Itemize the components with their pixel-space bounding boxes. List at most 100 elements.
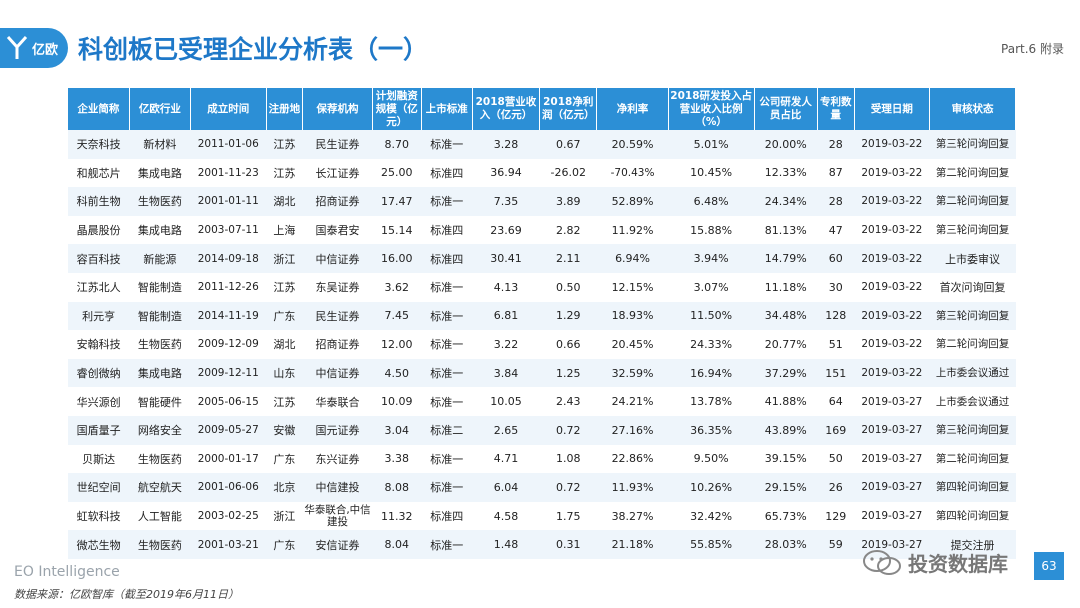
table-cell: 27.16% [596,415,669,445]
table-cell: 129 [817,501,855,531]
column-header: 亿欧行业 [129,88,192,130]
table-cell: 4.58 [472,501,540,531]
table-cell: 人工智能 [129,501,191,531]
logo-icon [6,35,28,59]
table-cell: 2019-03-27 [854,473,930,502]
table-cell: 贝斯达 [68,444,130,474]
table-body: 天奈科技 新材料 2011-01-06 江苏 民生证券 8.70 标准一 3.28 0.67 20… [68,130,1016,559]
table-cell: 浙江 [266,244,303,273]
table-cell: 上市委审议 [929,244,1016,273]
table-cell: 标准一 [421,387,473,416]
table-cell: 30 [817,272,855,302]
column-header: 受理日期 [854,88,931,130]
table-cell: 0.72 [539,473,597,502]
column-header: 企业简称 [68,88,130,130]
table-cell: 集成电路 [129,158,191,188]
table-cell: 3.28 [472,130,540,159]
table-cell: 2003-07-11 [190,215,267,245]
table-cell: 山东 [266,358,303,388]
table-cell: 38.27% [596,501,669,531]
table-cell: 2009-12-09 [190,330,267,359]
table-cell: 2001-11-23 [190,158,267,188]
table-cell: 2019-03-27 [854,501,930,531]
table-cell: 上市委会议通过 [929,387,1016,416]
table-cell: 0.31 [539,530,597,559]
table-cell: 1.48 [472,530,540,559]
table-cell: 江苏 [266,130,303,159]
table-cell: 12.15% [596,272,669,302]
table-cell: 第二轮问询回复 [929,330,1016,359]
table-cell: 52.89% [596,187,669,216]
column-header: 2018研发投入占营业收入比例（%） [668,88,755,130]
table-cell: 24.21% [596,387,669,416]
table-cell: 2019-03-27 [854,387,930,416]
table-cell: 浙江 [266,501,303,531]
table-cell: 55.85% [668,530,755,559]
table-cell: 26 [817,473,855,502]
table-cell: 4.50 [372,358,422,388]
table-cell: 国泰君安 [302,215,373,245]
table-cell: 世纪空间 [68,473,130,502]
table-cell: 65.73% [754,501,818,531]
column-header: 计划融资规模（亿元） [372,88,422,130]
table-cell: 11.18% [754,272,818,302]
table-cell: 2019-03-22 [854,272,930,302]
table-cell: 12.00 [372,330,422,359]
table-row: 天奈科技 新材料 2011-01-06 江苏 民生证券 8.70 标准一 3.28 0.67 20… [68,130,1016,159]
table-cell: 2019-03-27 [854,444,930,474]
page-title: 科创板已受理企业分析表（一） [78,35,429,64]
table-cell: 6.94% [596,244,669,273]
table-cell: 64 [817,387,855,416]
column-header: 审核状态 [929,88,1016,130]
table-cell: 长江证券 [302,158,373,188]
table-cell: 28.03% [754,530,818,559]
table-cell: -26.02 [539,158,597,188]
table-cell: 标准一 [421,358,473,388]
table-cell: 8.70 [372,130,422,159]
table-cell: 航空航天 [129,473,191,502]
table-cell: 36.94 [472,158,540,188]
table-cell: 9.50% [668,444,755,474]
table-cell: 37.29% [754,358,818,388]
table-cell: 3.89 [539,187,597,216]
table-cell: 2009-12-11 [190,358,267,388]
table-cell: 36.35% [668,415,755,445]
table-cell: 32.59% [596,358,669,388]
table-cell: 民生证券 [302,130,373,159]
brand-logo: 亿欧 [0,28,68,68]
table-cell: 32.42% [668,501,755,531]
table-header-row: 企业简称 亿欧行业 成立时间 注册地 保荐机构 计划融资规模（亿元） 上市标准 2018营业收… [68,88,1016,130]
table-cell: 集成电路 [129,358,191,388]
watermark: 投资数据库 [862,548,1008,577]
table-cell: 标准一 [421,130,473,159]
table-cell: 2019-03-22 [854,358,930,388]
wechat-icon [863,549,901,575]
table-row: 科前生物 生物医药 2001-01-11 湖北 招商证券 17.47 标准一 7.35 3.89… [68,187,1016,216]
data-source-note: 数据来源：亿欧智库（截至2019年6月11日） [14,588,239,601]
table-cell: 0.50 [539,272,597,302]
table-row: 晶晨股份 集成电路 2003-07-11 上海 国泰君安 15.14 标准四 23.69 2.8… [68,215,1016,245]
table-cell: 容百科技 [68,244,130,273]
table-cell: 59 [817,530,855,559]
company-table: 企业简称 亿欧行业 成立时间 注册地 保荐机构 计划融资规模（亿元） 上市标准 2018营业收… [68,88,1016,559]
table-cell: 睿创微纳 [68,358,130,388]
table-cell: 29.15% [754,473,818,502]
table-cell: 第三轮问询回复 [929,215,1016,245]
table-cell: 81.13% [754,215,818,245]
table-cell: 43.89% [754,415,818,445]
table-row: 华兴源创 智能硬件 2005-06-15 江苏 华泰联合 10.09 标准一 10.05 2.4… [68,387,1016,416]
table-row: 国盾量子 网络安全 2009-05-27 安徽 国元证券 3.04 标准二 2.65 0.72 2… [68,415,1016,445]
column-header: 2018营业收入（亿元） [472,88,541,130]
table-cell: 1.75 [539,501,597,531]
table-cell: 2019-03-22 [854,130,930,159]
table-cell: 标准四 [421,215,473,245]
table-cell: 2001-03-21 [190,530,267,559]
column-header: 专利数量 [817,88,855,130]
table-cell: 4.13 [472,272,540,302]
table-cell: 中信建投 [302,473,373,502]
table-cell: 2005-06-15 [190,387,267,416]
table-cell: 5.01% [668,130,755,159]
table-cell: 首次问询回复 [929,272,1016,302]
table-cell: 标准一 [421,330,473,359]
table-cell: 3.38 [372,444,422,474]
